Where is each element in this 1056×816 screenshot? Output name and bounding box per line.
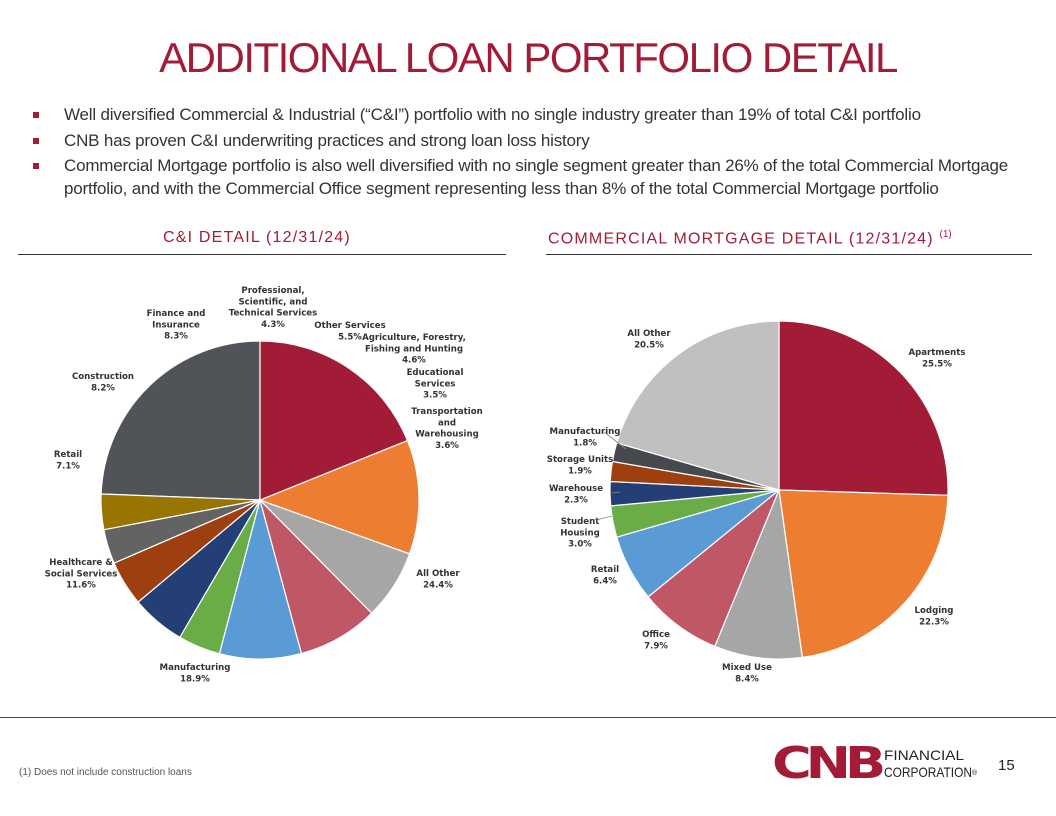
- ci-slice-educational-services: [103, 499, 261, 564]
- cm-slice-apartments: [778, 320, 949, 496]
- bullet-item: CNB has proven C&I underwriting practice…: [30, 130, 1030, 153]
- ci-slice-finance-and-insurance: [218, 497, 303, 660]
- cm-data-label: Lodging 22.3%: [915, 606, 954, 627]
- cm-data-label: Mixed Use 8.4%: [722, 663, 772, 684]
- page-number: 15: [998, 757, 1015, 774]
- label-leader-line: [611, 491, 621, 494]
- label-leader-line: [595, 515, 613, 521]
- label-leader-line: [603, 431, 627, 450]
- ci-slice-healthcare-social-services: [258, 439, 420, 555]
- ci-slice-agriculture-forestry-fishing-and-hunting: [113, 499, 261, 603]
- bullet-item: Well diversified Commercial & Industrial…: [30, 104, 1030, 127]
- page-title: ADDITIONAL LOAN PORTFOLIO DETAIL: [159, 34, 898, 81]
- bullet-text: CNB has proven C&I underwriting practice…: [64, 130, 590, 150]
- ci-data-label: Other Services 5.5%: [314, 321, 385, 342]
- logo-mark: CNB: [772, 738, 883, 784]
- cm-data-label: Storage Units 1.9%: [547, 455, 613, 476]
- logo-registered: ®: [972, 769, 978, 777]
- ci-pie: [100, 340, 420, 660]
- ci-data-label: Professional, Scientific, and Technical Se…: [229, 286, 318, 330]
- logo-line1: FINANCIAL: [884, 747, 964, 763]
- ci-data-label: All Other 24.4%: [416, 569, 460, 590]
- footer-divider: [0, 717, 1056, 718]
- ci-chart-title: C&I DETAIL (12/31/24): [163, 229, 351, 246]
- ci-slice-manufacturing: [259, 340, 409, 501]
- cm-slice-manufacturing: [611, 442, 780, 491]
- bullet-marker: [33, 163, 39, 169]
- ci-slice-transportation-and-warehousing: [100, 493, 261, 531]
- cm-slice-storage-units: [609, 460, 780, 491]
- ci-data-label: Finance and Insurance 8.3%: [147, 309, 206, 342]
- cm-slice-mixed-use: [714, 487, 803, 660]
- cm-slice-all-other: [615, 320, 780, 491]
- cm-slice-warehouse: [609, 480, 780, 507]
- bullet-item: Commercial Mortgage portfolio is also we…: [30, 155, 1030, 200]
- ci-slice-professional-scientific-and-technical-services: [179, 499, 261, 655]
- bullet-text: Commercial Mortgage portfolio is also we…: [64, 156, 1009, 198]
- logo-line2: CORPORATION: [884, 764, 972, 780]
- cm-slice-office: [647, 489, 780, 648]
- footnote: (1) Does not include construction loans: [19, 767, 192, 778]
- bullet-marker: [33, 137, 39, 144]
- cm-chart-title: COMMERCIAL MORTGAGE DETAIL (12/31/24) (1…: [548, 229, 952, 248]
- cm-slice-lodging: [778, 489, 949, 659]
- ci-slice-other-services: [137, 499, 261, 639]
- pie-labels: All Other 24.4% Transportation and Warehousi…: [45, 286, 966, 684]
- bullet-list: Well diversified Commercial & Industrial…: [30, 104, 1030, 203]
- cnb-logo: CNB FINANCIAL CORPORATION ®: [772, 738, 978, 784]
- cm-divider: [546, 254, 1032, 255]
- ci-data-label: Educational Services 3.5%: [407, 368, 464, 401]
- cm-chart-title-text: COMMERCIAL MORTGAGE DETAIL (12/31/24): [548, 230, 934, 248]
- ci-data-label: Agriculture, Forestry, Fishing and Huntin…: [362, 333, 466, 366]
- cm-data-label: Manufacturing 1.8%: [550, 427, 621, 448]
- bullet-marker: [33, 112, 39, 118]
- cm-data-label: All Other 20.5%: [627, 329, 671, 350]
- cm-data-label: Office 7.9%: [642, 630, 670, 651]
- cm-data-label: Apartments 25.5%: [908, 348, 965, 369]
- ci-divider: [18, 254, 506, 255]
- ci-data-label: Manufacturing 18.9%: [160, 663, 231, 684]
- ci-slice-construction: [258, 497, 373, 655]
- cm-chart-footnote-mark: (1): [939, 229, 952, 240]
- cm-data-label: Student Housing 3.0%: [560, 517, 600, 550]
- cm-data-label: Retail 6.4%: [591, 565, 619, 586]
- ci-slice-all-other: [100, 340, 261, 501]
- ci-slice-retail: [259, 499, 411, 614]
- bullet-text: Well diversified Commercial & Industrial…: [64, 105, 921, 124]
- cm-slice-retail: [615, 489, 780, 598]
- ci-data-label: Transportation and Warehousing 3.6%: [411, 407, 482, 451]
- ci-data-label: Construction 8.2%: [72, 372, 134, 393]
- ci-data-label: Healthcare & Social Services 11.6%: [45, 558, 118, 591]
- cm-pie: [609, 320, 949, 660]
- cm-slice-student-housing: [610, 489, 780, 538]
- ci-data-label: Retail 7.1%: [54, 450, 82, 471]
- cm-data-label: Warehouse 2.3%: [549, 484, 603, 505]
